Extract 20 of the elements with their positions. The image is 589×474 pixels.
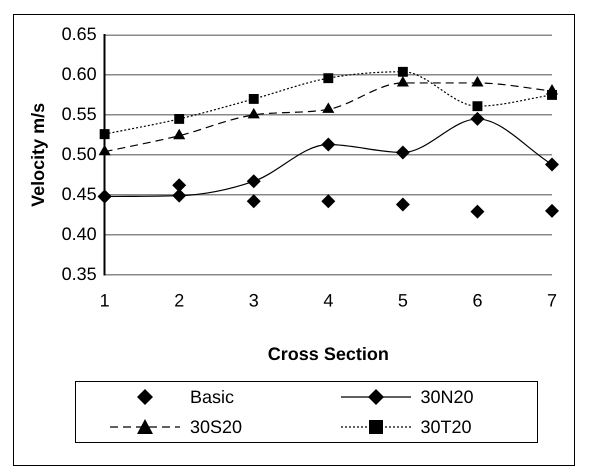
x-tick-label: 5 [398,290,408,311]
legend-label: 30T20 [420,416,472,438]
y-tick-label: 0.65 [62,24,97,44]
x-tick-label: 2 [174,290,184,311]
x-tick-label: 1 [100,290,110,311]
legend-label: Basic [190,386,234,408]
y-tick-label: 0.45 [62,184,97,204]
y-axis-title: Velocity m/s [28,102,48,207]
legend-label: 30N20 [420,386,474,408]
legend-label: 30S20 [190,416,242,438]
x-tick-label: 3 [248,290,259,311]
x-tick-label: 4 [323,290,334,311]
x-tick-label: 7 [546,290,558,311]
y-tick-label: 0.60 [62,64,97,84]
x-axis-title: Cross Section [268,344,389,364]
x-tick-label: 6 [472,290,482,311]
y-tick-label: 0.55 [62,104,97,124]
y-tick-label: 0.50 [62,144,97,164]
y-tick-label: 0.35 [62,264,97,284]
y-tick-label: 0.40 [62,224,97,244]
